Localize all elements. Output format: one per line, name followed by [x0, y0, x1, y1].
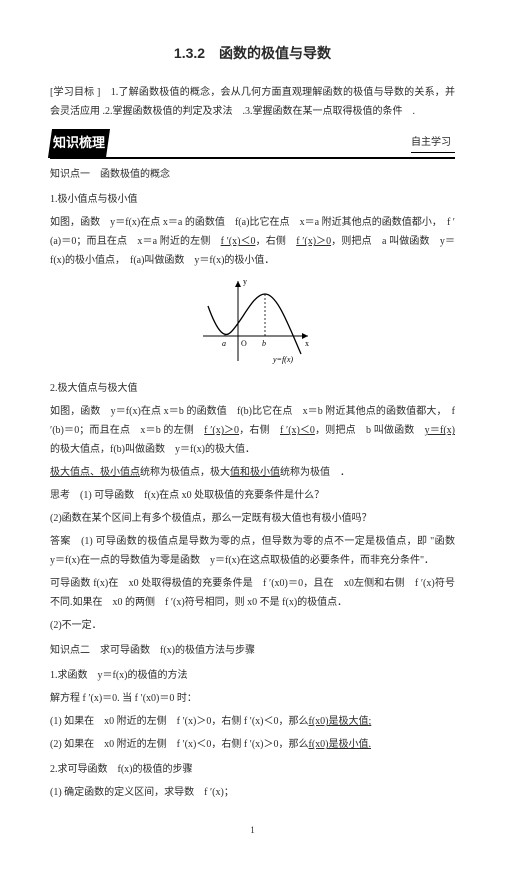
s3-u2: 值和极小值 [230, 467, 280, 478]
m1-2a: (2) 如果在 x0 附近的左侧 f ′(x)＜0，右侧 f ′(x)＞0，那么 [50, 739, 309, 750]
m2-1: (1) 确定函数的定义区间，求导数 f ′(x)； [50, 783, 455, 802]
m1-2u: f(x0)是极小值. [309, 739, 372, 750]
s1-mid1: ，右侧 [255, 236, 296, 247]
s2-tail1: ，则把点 b 叫做函数 [315, 425, 425, 436]
s1-u1: f ′(x)＜0 [221, 236, 256, 247]
s1-para: 如图，函数 y＝f(x)在点 x＝a 的函数值 f(a)比它在点 x＝a 附近其… [50, 213, 455, 270]
s2-mid1: ，右侧 [239, 425, 280, 436]
graph-y: y [243, 277, 247, 286]
doc-title: 1.3.2 函数的极值与导数 [50, 40, 455, 67]
m1-head: 1.求函数 y＝f(x)的极值的方法 [50, 666, 455, 685]
graph-b: b [262, 339, 266, 348]
graph-a: a [222, 339, 226, 348]
s2-u1: f ′(x)＞0 [204, 425, 239, 436]
m1-2: (2) 如果在 x0 附近的左侧 f ′(x)＜0，右侧 f ′(x)＞0，那么… [50, 735, 455, 754]
banner-right: 自主学习 [411, 133, 455, 153]
m1-1: (1) 如果在 x0 附近的左侧 f ′(x)＞0，右侧 f ′(x)＜0，那么… [50, 712, 455, 731]
function-graph: y x O a b y=f(x) [50, 276, 455, 373]
s2-head: 2.极大值点与极大值 [50, 379, 455, 398]
s1-u2: f ′(x)＞0 [296, 236, 331, 247]
think-2: (2)函数在某个区间上有多个极值点，那么一定既有极大值也有极小值吗？ [50, 509, 455, 528]
banner-label-box: 知识梳理 [48, 129, 110, 158]
page-number: 1 [50, 822, 455, 839]
section-banner: 知识梳理 自主学习 [50, 129, 455, 160]
s3-tail: 统称为极值 ． [280, 467, 350, 478]
m1-1u: f(x0)是极大值; [309, 716, 372, 727]
s2-tail2: 的极大值点，f(b)叫做函数 y＝f(x)的极大值． [50, 444, 255, 455]
ans-body2: 可导函数 f(x)在 x0 处取得极值的充要条件是 f ′(x0)＝0，且在 x… [50, 574, 455, 612]
m2-head: 2.求可导函数 f(x)的极值的步骤 [50, 760, 455, 779]
s2-para: 如图，函数 y＝f(x)在点 x＝b 的函数值 f(b)比它在点 x＝b 附近其… [50, 402, 455, 459]
graph-fn: y=f(x) [272, 355, 293, 364]
ans-head: 答案 (1) 可导函数的极值点是导数为零的点，但导数为零的点不一定是极值点，即 … [50, 532, 455, 570]
s2-u3: y＝f(x) [425, 425, 455, 436]
s3-u1: 极大值点、极小值点 [50, 467, 140, 478]
s1-head: 1.极小值点与极小值 [50, 190, 455, 209]
kp1-head: 知识点一 函数极值的概念 [50, 165, 455, 184]
graph-x: x [305, 339, 309, 348]
s3-mid: 统称为极值点，极大 [140, 467, 230, 478]
s3-para: 极大值点、极小值点统称为极值点，极大值和极小值统称为极值 ． [50, 463, 455, 482]
m1-body: 解方程 f ′(x)＝0. 当 f ′(x0)＝0 时： [50, 689, 455, 708]
kp2-head: 知识点二 求可导函数 f(x)的极值方法与步骤 [50, 641, 455, 660]
ans-2: (2)不一定． [50, 616, 455, 635]
banner-label: 知识梳理 [53, 131, 105, 156]
think-head: 思考 (1) 可导函数 f(x)在点 x0 处取极值的充要条件是什么？ [50, 486, 455, 505]
objectives: [学习目标 ] 1.了解函数极值的概念，会从几何方面直观理解函数的极值与导数的关… [50, 83, 455, 121]
graph-O: O [241, 339, 247, 348]
m1-1a: (1) 如果在 x0 附近的左侧 f ′(x)＞0，右侧 f ′(x)＜0，那么 [50, 716, 309, 727]
s2-u2: f ′(x)＜0 [280, 425, 315, 436]
